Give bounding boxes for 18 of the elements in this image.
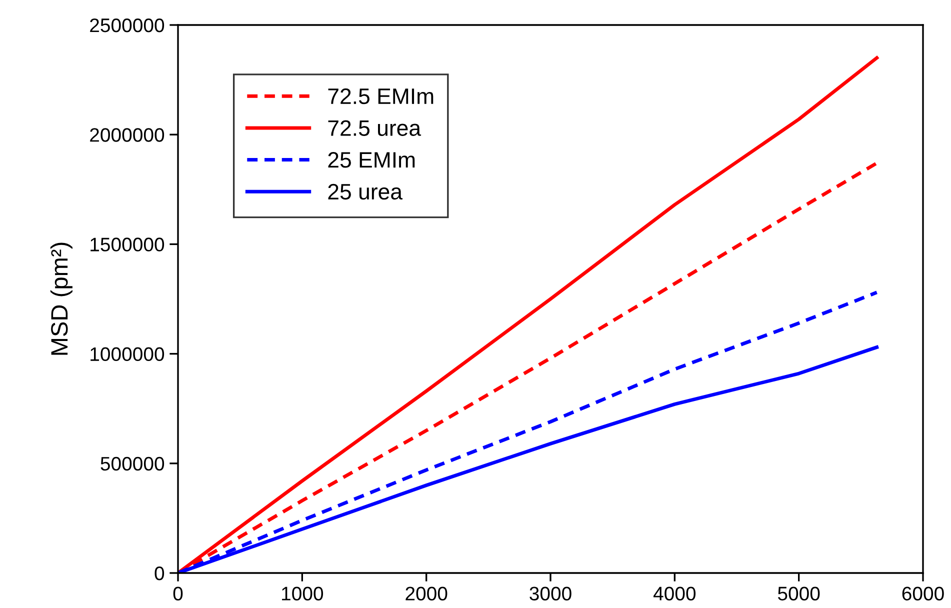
y-tick-label: 0: [154, 566, 164, 580]
y-tick-label: 1500000: [90, 238, 164, 252]
x-tick-label: 1000: [282, 586, 324, 600]
legend-label: 72.5 urea: [328, 120, 422, 136]
y-tick-label: 2000000: [90, 128, 164, 142]
y-axis-title: MSD (pm²): [50, 242, 72, 355]
x-tick-label: 2000: [406, 586, 448, 600]
y-tick-label: 2500000: [90, 18, 164, 32]
y-tick-label: 1000000: [90, 347, 164, 362]
x-tick-label: 5000: [778, 586, 820, 600]
legend-label: 25 urea: [328, 184, 403, 200]
x-tick-label: 6000: [902, 586, 944, 600]
y-tick-label: 500000: [100, 456, 164, 471]
legend-label: 72.5 EMIm: [328, 88, 434, 104]
x-tick-label: 3000: [530, 586, 572, 600]
x-tick-label: 0: [173, 586, 183, 600]
x-tick-label: 4000: [653, 586, 696, 600]
legend-label: 25 EMIm: [328, 152, 415, 168]
